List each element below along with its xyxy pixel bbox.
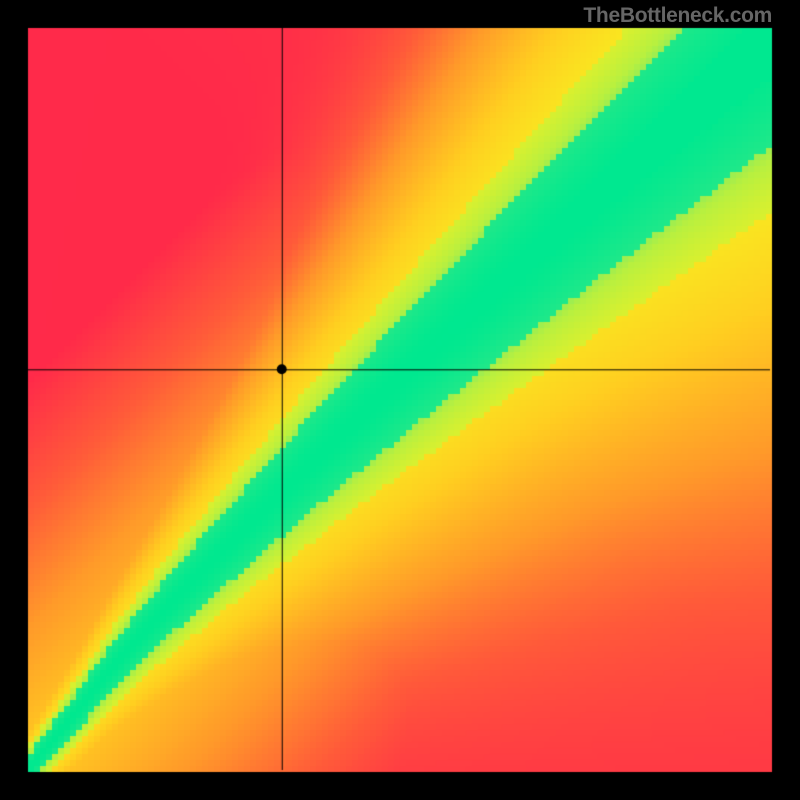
chart-container: TheBottleneck.com — [0, 0, 800, 800]
watermark-text: TheBottleneck.com — [583, 4, 772, 28]
heatmap-canvas — [0, 0, 800, 800]
